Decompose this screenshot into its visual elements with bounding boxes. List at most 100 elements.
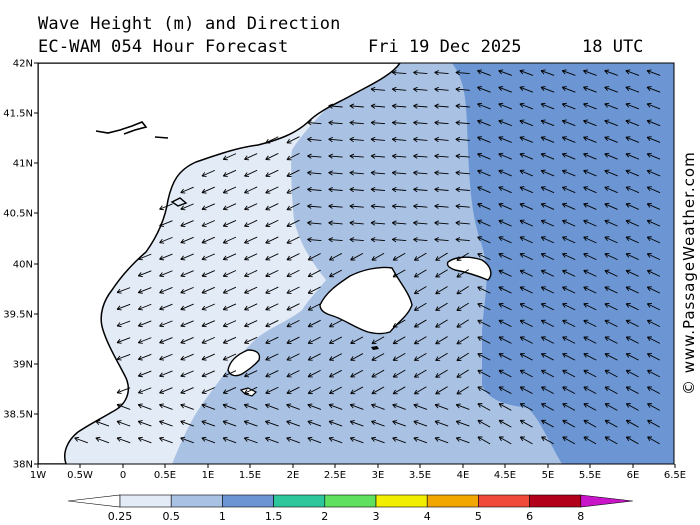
wave-arrow: [561, 86, 576, 93]
wave-arrow: [625, 386, 639, 395]
wave-arrow: [541, 386, 554, 395]
wave-arrow: [201, 220, 215, 227]
wave-arrow: [540, 303, 555, 311]
wave-arrow: [286, 336, 300, 344]
wave-arrow: [435, 252, 448, 261]
lon-tick-label: 5E: [542, 470, 555, 481]
wave-arrow: [391, 153, 407, 159]
wave-arrow: [647, 436, 660, 445]
wave-arrow: [583, 336, 597, 344]
wave-arrow: [562, 369, 576, 378]
legend-label: 0.25: [108, 510, 133, 523]
wave-arrow: [561, 102, 576, 110]
wave-arrow: [159, 353, 173, 361]
wave-arrow: [370, 170, 386, 176]
wave-arrow: [244, 270, 258, 278]
wave-arrow: [307, 253, 321, 261]
ebro-delta: [170, 197, 188, 207]
wave-arrow: [307, 436, 322, 444]
wave-arrow: [519, 119, 534, 127]
wave-arrow: [477, 102, 491, 110]
wave-arrow: [116, 320, 131, 328]
wave-arrow: [477, 436, 491, 445]
wave-arrow: [434, 403, 449, 410]
wave-arrow: [583, 69, 597, 76]
lon-tick-label: 1E: [202, 470, 215, 481]
lat-tick-label: 39N: [13, 360, 33, 371]
wave-arrow: [583, 236, 597, 244]
wave-arrow: [286, 186, 300, 194]
wave-arrow: [562, 336, 576, 344]
wave-arrow: [413, 170, 428, 176]
wave-arrow: [413, 153, 428, 159]
wave-arrow: [477, 419, 491, 428]
wave-arrow: [561, 69, 576, 76]
legend-label: 8: [577, 510, 584, 523]
wave-arrow: [583, 136, 597, 143]
wave-arrow: [561, 152, 576, 160]
wave-arrow: [625, 286, 639, 294]
wave-arrow: [222, 387, 237, 394]
wave-arrow: [604, 102, 618, 110]
lon-tick-label: 4E: [457, 470, 470, 481]
lon-tick-label: 1W: [30, 470, 46, 481]
ibiza-island: [227, 349, 261, 377]
wave-arrow: [604, 386, 618, 395]
wave-arrow: [519, 319, 533, 328]
wave-arrow: [286, 386, 300, 395]
wave-arrow: [625, 202, 639, 210]
wave-arrow: [540, 269, 555, 277]
wave-arrow: [434, 187, 449, 193]
wave-arrow: [180, 236, 194, 244]
wave-arrow: [625, 319, 639, 328]
wave-arrow: [413, 269, 427, 278]
wave-arrow: [328, 237, 343, 243]
wave-arrow: [413, 86, 428, 93]
wave-arrow: [498, 403, 512, 411]
legend-label: 2: [321, 510, 328, 523]
wave-arrow: [498, 436, 512, 445]
legend-label: 5: [475, 510, 482, 523]
wave-arrow: [137, 253, 152, 261]
wave-arrow: [498, 286, 512, 294]
wave-arrow: [180, 303, 194, 311]
wave-arrow: [307, 220, 322, 226]
wave-arrow: [456, 269, 469, 278]
wave-arrow: [435, 369, 448, 378]
wave-arrow: [222, 253, 237, 261]
wave-arrow: [498, 269, 512, 277]
wave-arrow: [413, 286, 427, 295]
wave-arrow: [625, 119, 640, 127]
wave-arrow: [583, 169, 597, 177]
wave-arrow: [562, 286, 576, 294]
wave-arrow: [519, 286, 533, 294]
lon-tick-label: 3.5E: [409, 470, 431, 481]
wave-arrow: [201, 169, 215, 177]
wave-arrow: [540, 202, 555, 210]
wave-arrow: [519, 136, 534, 143]
wave-arrow: [540, 102, 555, 110]
wave-arrow: [498, 303, 512, 311]
wave-arrow: [180, 220, 194, 227]
wave-arrow: [222, 270, 237, 278]
wave-arrow: [201, 253, 215, 261]
wave-arrow: [477, 86, 491, 93]
wave-arrow: [435, 269, 448, 278]
wave-arrow: [244, 386, 258, 395]
wave-arrow: [328, 120, 343, 126]
wave-arrow: [562, 252, 576, 261]
wave-arrow: [646, 136, 661, 143]
wave-arrow: [222, 436, 237, 444]
wave-arrow: [455, 420, 470, 427]
wave-arrow: [391, 86, 407, 93]
wave-arrow: [519, 269, 533, 277]
wave-arrow: [137, 403, 152, 410]
wave-arrow: [625, 169, 640, 177]
wave-arrow: [435, 319, 448, 328]
wave-arrow: [180, 337, 194, 344]
wave-arrow: [244, 336, 258, 344]
legend-label: 0.5: [162, 510, 180, 523]
wave-arrow: [201, 236, 215, 244]
wave-arrow: [137, 387, 152, 394]
wave-arrow: [647, 353, 661, 361]
